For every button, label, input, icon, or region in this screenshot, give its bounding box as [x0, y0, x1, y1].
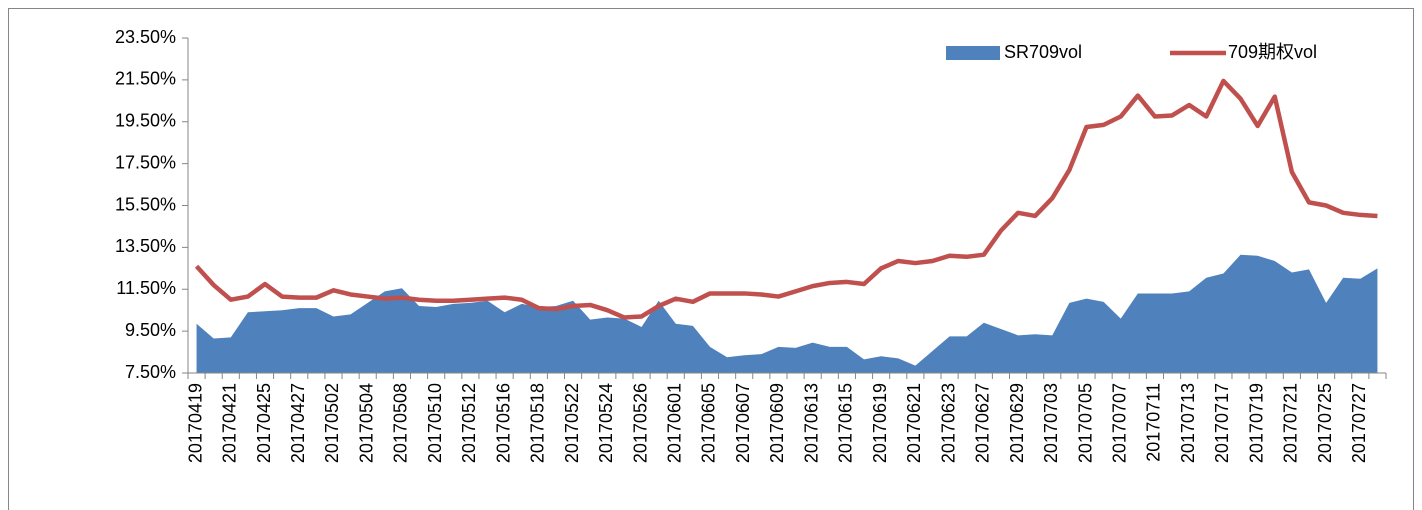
x-tick-label: 20170427: [288, 383, 308, 463]
x-tick-label: 20170419: [185, 383, 205, 463]
legend-label: 709期权vol: [1228, 42, 1317, 62]
y-tick-label: 17.50%: [115, 152, 176, 172]
x-tick-label: 20170425: [254, 383, 274, 463]
x-tick-label: 20170711: [1144, 383, 1164, 462]
y-tick-label: 9.50%: [125, 320, 176, 340]
x-tick-label: 20170522: [562, 383, 582, 463]
x-tick-label: 20170707: [1109, 383, 1129, 463]
x-tick-label: 20170601: [665, 383, 685, 463]
x-tick-label: 20170725: [1315, 383, 1335, 463]
x-tick-label: 20170508: [391, 383, 411, 463]
x-tick-label: 20170518: [528, 383, 548, 463]
x-tick-label: 20170609: [767, 383, 787, 463]
legend-label: SR709vol: [1004, 42, 1082, 62]
y-tick-label: 15.50%: [115, 194, 176, 214]
y-tick-label: 7.50%: [125, 362, 176, 382]
area: [196, 254, 1378, 373]
x-tick-label: 20170510: [425, 383, 445, 463]
chart-frame: [8, 8, 1414, 510]
x-tick-label: 20170607: [733, 383, 753, 463]
x-tick-label: 20170619: [870, 383, 890, 463]
x-tick-label: 20170727: [1349, 383, 1369, 463]
x-tick-label: 20170621: [904, 383, 924, 463]
x-tick-label: 20170502: [322, 383, 342, 463]
x-tick-label: 20170623: [938, 383, 958, 463]
y-tick-label: 13.50%: [115, 236, 176, 256]
x-tick-label: 20170421: [220, 383, 240, 463]
y-tick-label: 21.50%: [115, 69, 176, 89]
x-tick-label: 20170605: [699, 383, 719, 463]
y-tick-label: 23.50%: [115, 27, 176, 47]
x-tick-label: 20170627: [973, 383, 993, 463]
x-tick-label: 20170717: [1212, 383, 1232, 463]
line: [194, 78, 1378, 320]
x-tick-label: 20170705: [1075, 383, 1095, 463]
x-tick-label: 20170713: [1178, 383, 1198, 463]
x-tick-label: 20170719: [1246, 383, 1266, 463]
legend-swatch: [946, 46, 1000, 60]
y-tick-label: 19.50%: [115, 111, 176, 131]
x-tick-label: 20170613: [801, 383, 821, 463]
x-tick-label: 20170615: [836, 383, 856, 463]
x-tick-label: 20170516: [493, 383, 513, 463]
x-tick-label: 20170526: [630, 383, 650, 463]
x-tick-label: 20170524: [596, 383, 616, 463]
y-tick-label: 11.50%: [116, 278, 176, 298]
x-tick-label: 20170504: [356, 383, 376, 463]
x-tick-label: 20170703: [1041, 383, 1061, 463]
x-tick-label: 20170512: [459, 383, 479, 463]
x-tick-label: 20170721: [1281, 383, 1301, 463]
x-tick-label: 20170629: [1007, 383, 1027, 463]
